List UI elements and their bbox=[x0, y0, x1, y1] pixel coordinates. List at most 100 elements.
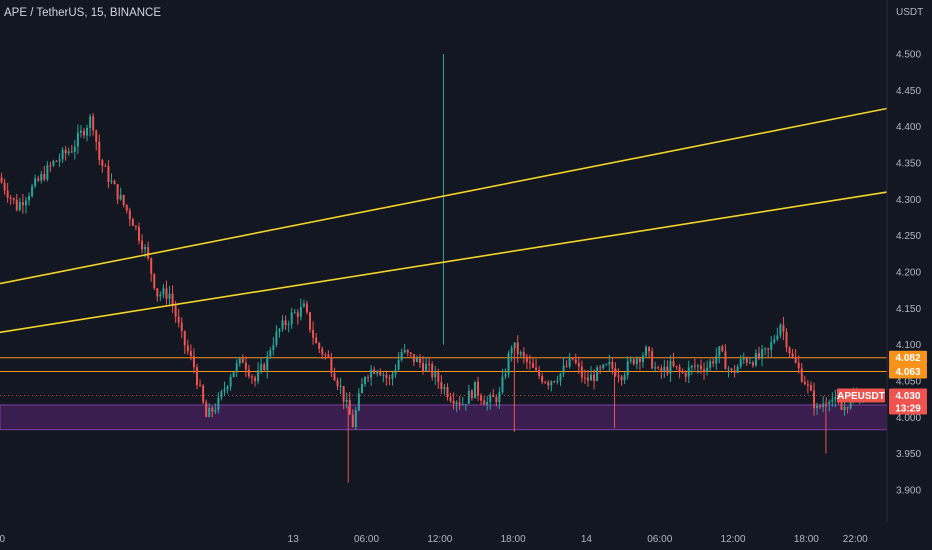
candle-body bbox=[43, 173, 46, 180]
candle-body bbox=[391, 374, 394, 379]
candle-body bbox=[812, 390, 815, 409]
price-tick-label: 4.400 bbox=[896, 122, 921, 133]
candle-body bbox=[220, 391, 223, 398]
candle-body bbox=[144, 247, 147, 250]
candle-body bbox=[596, 367, 599, 381]
level-tag-bg-1 bbox=[889, 364, 927, 379]
candle-body bbox=[715, 355, 718, 364]
candle-body bbox=[247, 369, 250, 377]
candle-body bbox=[128, 210, 131, 220]
candle-body bbox=[351, 414, 354, 428]
candle-body bbox=[745, 358, 748, 363]
symbol-tag-bg bbox=[837, 388, 885, 403]
candle-body bbox=[9, 197, 12, 199]
candle-body bbox=[318, 343, 321, 349]
candle-body bbox=[666, 366, 669, 374]
candle-body bbox=[437, 372, 440, 383]
price-tags: 4.082 4.063 APEUSDT 4.030 13:29 bbox=[837, 350, 927, 415]
candle-body bbox=[492, 395, 495, 397]
candle-body bbox=[61, 149, 64, 160]
candle-body bbox=[464, 403, 467, 405]
time-tick-label: 06:00 bbox=[354, 534, 379, 545]
price-tick-label: 4.350 bbox=[896, 159, 921, 170]
candle-body bbox=[473, 381, 476, 399]
candle-body bbox=[648, 347, 651, 352]
candle-body bbox=[684, 372, 687, 377]
candle-body bbox=[452, 400, 455, 404]
candle-body bbox=[370, 369, 373, 378]
candle-body bbox=[660, 368, 663, 372]
candle-body bbox=[626, 361, 629, 376]
candle-body bbox=[330, 357, 333, 374]
candle-body bbox=[428, 363, 431, 365]
candle-body bbox=[696, 365, 699, 367]
candle-body bbox=[357, 393, 360, 411]
candle-body bbox=[767, 348, 770, 350]
candle-body bbox=[21, 202, 24, 206]
candle-body bbox=[748, 362, 751, 364]
candle-body bbox=[79, 130, 82, 133]
candle-body bbox=[669, 360, 672, 374]
candle-body bbox=[113, 180, 116, 185]
time-tick-label: 14 bbox=[581, 534, 593, 545]
candle-body bbox=[275, 331, 278, 345]
candle-body bbox=[199, 385, 202, 387]
candle-body bbox=[522, 352, 525, 357]
candle-body bbox=[751, 362, 754, 366]
candle-body bbox=[12, 198, 15, 200]
candle-body bbox=[434, 372, 437, 378]
candle-body bbox=[354, 410, 357, 428]
candle-body bbox=[92, 116, 95, 131]
candle-body bbox=[718, 346, 721, 356]
candle-body bbox=[367, 377, 370, 379]
candle-body bbox=[82, 130, 85, 136]
candle-body bbox=[309, 312, 312, 330]
candle-body bbox=[364, 377, 367, 385]
candle-body bbox=[232, 372, 235, 377]
candle-body bbox=[525, 356, 528, 363]
candle-body bbox=[516, 342, 519, 355]
candle-body bbox=[803, 381, 806, 385]
price-unit: USDT bbox=[896, 7, 924, 18]
candle-body bbox=[483, 400, 486, 405]
candle-body bbox=[162, 288, 165, 295]
candle-body bbox=[125, 204, 128, 211]
candle-body bbox=[345, 399, 348, 402]
candle-body bbox=[687, 367, 690, 377]
candle-body bbox=[177, 316, 180, 323]
candle-body bbox=[553, 381, 556, 383]
candle-body bbox=[110, 180, 113, 183]
candle-body bbox=[150, 258, 153, 274]
candle-body bbox=[95, 130, 98, 142]
candle-body bbox=[122, 195, 125, 205]
candle-body bbox=[70, 151, 73, 153]
candle-body bbox=[254, 377, 257, 382]
candle-body bbox=[324, 354, 327, 356]
candle-body bbox=[327, 354, 330, 358]
time-tick-label: 18:00 bbox=[501, 534, 526, 545]
candle-body bbox=[565, 365, 568, 367]
candle-body bbox=[486, 401, 489, 405]
candle-body bbox=[214, 409, 217, 412]
chart-title: APE / TetherUS, 15, BINANCE bbox=[4, 7, 162, 19]
candle-body bbox=[736, 366, 739, 373]
candle-body bbox=[470, 390, 473, 399]
price-tick-label: 4.000 bbox=[896, 413, 921, 424]
level-tag-label: 4.063 bbox=[895, 367, 920, 378]
candle-body bbox=[608, 361, 611, 365]
candle-body bbox=[425, 363, 428, 371]
time-tick-label: 00 bbox=[0, 534, 6, 545]
candle-body bbox=[657, 367, 660, 369]
candle-body bbox=[794, 357, 797, 363]
price-tick-label: 4.300 bbox=[896, 195, 921, 206]
candle-body bbox=[822, 403, 825, 407]
candle-body bbox=[547, 382, 550, 386]
candle-body bbox=[104, 165, 107, 167]
candle-body bbox=[64, 149, 67, 154]
candle-body bbox=[556, 380, 559, 382]
candle-body bbox=[535, 367, 538, 370]
candle-body bbox=[693, 365, 696, 367]
candle-body bbox=[67, 151, 70, 154]
candle-body bbox=[189, 351, 192, 356]
